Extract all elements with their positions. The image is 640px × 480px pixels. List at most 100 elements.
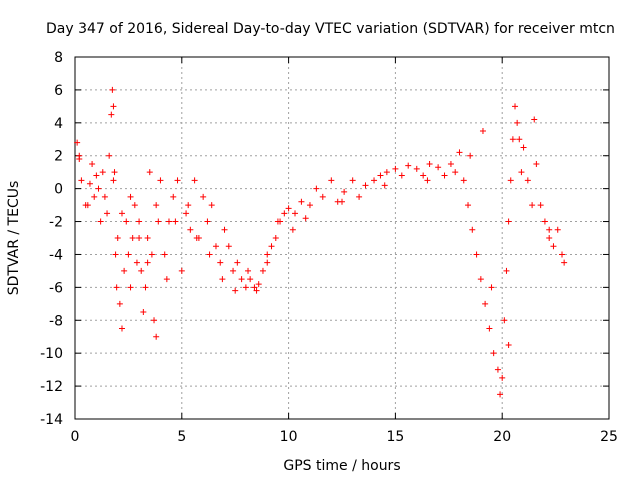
data-point (161, 251, 168, 258)
data-point (219, 276, 226, 283)
data-point (146, 169, 153, 176)
y-tick-label: -14 (40, 412, 63, 428)
data-point (225, 243, 232, 250)
data-point (516, 136, 523, 143)
data-point (392, 165, 399, 172)
data-point (217, 259, 224, 266)
data-point (116, 300, 123, 307)
grid-lines (75, 57, 609, 419)
data-point (165, 218, 172, 225)
data-point (537, 202, 544, 209)
data-point (524, 177, 531, 184)
data-point (234, 259, 241, 266)
data-point (349, 177, 356, 184)
data-point (268, 243, 275, 250)
data-point (494, 366, 501, 373)
data-point (281, 210, 288, 217)
data-point (127, 193, 134, 200)
data-point (208, 202, 215, 209)
data-point (488, 284, 495, 291)
data-points (74, 86, 568, 398)
data-point (529, 202, 536, 209)
data-point (264, 251, 271, 258)
data-point (298, 198, 305, 205)
data-point (533, 160, 540, 167)
data-point (259, 267, 266, 274)
data-point (109, 86, 116, 93)
data-point (477, 276, 484, 283)
x-tick-label: 0 (71, 429, 80, 445)
data-point (362, 182, 369, 189)
data-point (531, 116, 538, 123)
data-point (101, 193, 108, 200)
data-point (155, 218, 162, 225)
data-point (509, 136, 516, 143)
y-tick-label: 8 (54, 50, 63, 66)
data-point (106, 152, 113, 159)
data-point (138, 267, 145, 274)
x-tick-label: 10 (280, 429, 298, 445)
data-point (121, 267, 128, 274)
data-point (131, 202, 138, 209)
data-point (112, 251, 119, 258)
data-point (204, 218, 211, 225)
data-point (111, 169, 118, 176)
data-point (371, 177, 378, 184)
x-tick-label: 20 (493, 429, 511, 445)
data-point (163, 276, 170, 283)
data-point (505, 218, 512, 225)
data-point (144, 235, 151, 241)
data-point (253, 287, 260, 294)
data-point (456, 149, 463, 156)
data-point (95, 185, 102, 192)
data-point (341, 188, 348, 195)
data-point (206, 251, 213, 258)
data-point (413, 165, 420, 172)
data-point (473, 251, 480, 258)
data-point (554, 226, 561, 233)
y-tick-label: 6 (54, 83, 63, 99)
data-point (447, 160, 454, 167)
data-point (285, 205, 292, 212)
data-point (221, 226, 228, 233)
data-point (255, 281, 262, 288)
data-point (541, 218, 548, 225)
data-point (78, 177, 85, 184)
data-point (245, 267, 252, 274)
chart-title: Day 347 of 2016, Sidereal Day-to-day VTE… (46, 21, 615, 37)
data-point (356, 193, 363, 200)
data-point (242, 284, 249, 291)
data-point (339, 198, 345, 205)
axis-ticks: 0 5 10 15 20 25 -14 -12 -10 -8 -6 -4 -2 0 2 4 6 8 (40, 50, 618, 445)
data-point (264, 259, 271, 266)
data-point (170, 193, 177, 200)
data-point (153, 202, 160, 209)
data-point (91, 193, 98, 200)
y-tick-label: -12 (40, 379, 63, 395)
data-point (441, 172, 448, 179)
data-point (313, 185, 320, 192)
data-point (319, 193, 326, 200)
data-point (148, 251, 155, 258)
data-point (274, 218, 281, 225)
data-point (383, 169, 390, 176)
data-point (99, 169, 106, 176)
data-point (118, 210, 125, 217)
data-point (272, 235, 279, 241)
y-tick-label: -8 (49, 313, 63, 329)
x-axis-label: GPS time / hours (283, 458, 400, 474)
data-point (306, 202, 313, 209)
data-point (84, 202, 91, 209)
data-point (153, 333, 160, 340)
data-point (136, 235, 143, 241)
data-point (514, 119, 521, 126)
data-point (435, 164, 442, 171)
data-point (89, 160, 96, 167)
data-point (142, 284, 149, 291)
data-point (292, 210, 299, 217)
data-point (127, 284, 134, 291)
data-point (490, 350, 497, 357)
data-point (546, 235, 553, 241)
data-point (123, 218, 130, 225)
